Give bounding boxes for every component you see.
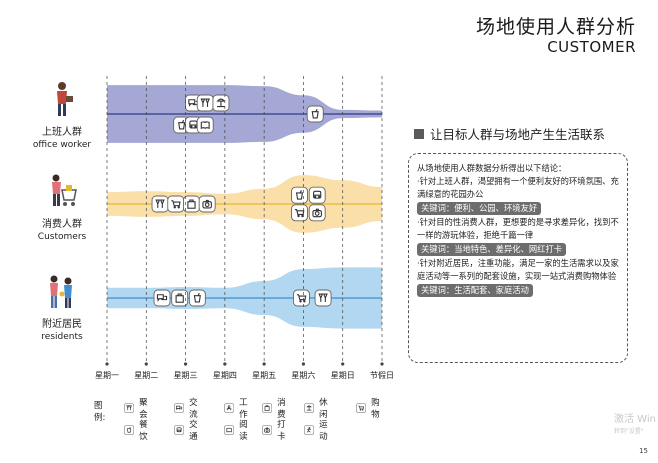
bus-icon xyxy=(308,186,326,204)
leisure-icon xyxy=(212,94,230,112)
legend-item-label: 交通 xyxy=(189,420,198,442)
chat-icon xyxy=(153,289,171,307)
keyword-tag-2: 关键词：当地特色、差异化、网红打卡 xyxy=(417,243,567,256)
section-title: 让目标人群与场地产生生活联系 xyxy=(430,127,606,142)
legend-item-label: 消费 xyxy=(277,398,286,420)
residents-figure-icon xyxy=(50,275,72,308)
section-heading: 让目标人群与场地产生生活联系 xyxy=(414,124,605,143)
notes-intro: 从场地使用人群数据分析得出以下结论： xyxy=(417,163,567,173)
legend-item-label: 运动 xyxy=(319,420,328,442)
day-tick xyxy=(183,362,188,366)
persona-customers: 消费人群 Customers xyxy=(20,172,104,244)
day-label: 星期六 xyxy=(291,370,315,380)
shopping-bag-icon xyxy=(171,289,189,307)
legend-item-label: 阅读 xyxy=(239,420,248,442)
legend-item: 消费 xyxy=(262,396,290,420)
day-label: 星期四 xyxy=(213,371,237,380)
persona-residents: 附近居民 residents xyxy=(20,272,104,344)
legend-label: 图例: xyxy=(94,401,106,423)
leisure-icon xyxy=(304,402,315,414)
day-tick xyxy=(223,362,227,366)
day-tick xyxy=(341,362,345,366)
persona-label-en: residents xyxy=(41,332,83,342)
bus-icon xyxy=(174,424,185,436)
camera-icon xyxy=(198,195,216,213)
cart-icon xyxy=(356,402,367,414)
day-label: 星期二 xyxy=(134,371,158,380)
legend-item-label: 打卡 xyxy=(277,420,286,442)
persona-label-cn: 附近居民 xyxy=(42,319,82,330)
legend-item-label: 工作 xyxy=(239,398,248,420)
legend-item: 购物 xyxy=(356,396,384,420)
notes-paragraph-1: ·针对上班人群，渴望拥有一个便利友好的环境氛围、充满绿意的花园办公 xyxy=(417,176,619,199)
legend-item: 打卡 xyxy=(262,418,290,442)
day-label: 星期日 xyxy=(331,371,355,380)
legend-item-label: 购物 xyxy=(371,398,380,420)
legend-item: 运动 xyxy=(304,418,332,442)
persona-label-en: office worker xyxy=(32,140,92,150)
legend-item: 交流 xyxy=(174,396,202,420)
party-icon xyxy=(124,402,135,414)
page-number: 15 xyxy=(639,447,648,455)
drink-icon xyxy=(124,424,135,436)
shopping-bag-icon xyxy=(183,195,200,213)
keyword-tag-1: 关键词：便利、公园、环境友好 xyxy=(417,202,542,215)
persona-office-worker: 上班人群 office worker xyxy=(20,80,104,152)
legend-item-label: 聚会 xyxy=(139,398,148,420)
day-tick xyxy=(105,362,109,366)
cart-icon xyxy=(291,204,308,222)
party-icon xyxy=(196,94,214,112)
party-icon xyxy=(314,289,332,307)
reading-icon xyxy=(224,424,235,436)
bullet-square-icon xyxy=(414,128,424,139)
drink-icon xyxy=(291,186,308,204)
legend-item-label: 交流 xyxy=(189,398,198,420)
customers-figure-icon xyxy=(52,174,77,206)
shopping-bag-icon xyxy=(262,402,273,414)
legend-item: 聚会 xyxy=(124,396,152,420)
day-tick xyxy=(262,362,266,366)
conclusion-box: 从场地使用人群数据分析得出以下结论： ·针对上班人群，渴望拥有一个便利友好的环境… xyxy=(408,153,628,363)
cart-icon xyxy=(293,289,310,307)
legend-item-label: 餐饮 xyxy=(139,420,148,442)
persona-label-cn: 上班人群 xyxy=(42,127,82,138)
legend-item: 交通 xyxy=(174,418,202,442)
chat-icon xyxy=(174,402,185,414)
party-icon xyxy=(151,195,169,213)
persona-label-cn: 消费人群 xyxy=(42,219,82,230)
day-tick xyxy=(380,362,384,366)
drink-icon xyxy=(188,289,206,307)
legend-item-label: 休闲 xyxy=(319,398,328,420)
notes-paragraph-3: ·针对附近居民，注重功能，满足一家的生活需求以及家庭活动等一系列的配套设施，实现… xyxy=(417,258,619,281)
sport-icon xyxy=(304,424,315,436)
camera-icon xyxy=(308,204,326,222)
camera-icon xyxy=(262,424,273,436)
day-label: 星期一 xyxy=(95,371,119,380)
legend-item: 餐饮 xyxy=(124,418,152,442)
work-icon xyxy=(224,402,235,414)
reading-icon xyxy=(196,116,214,134)
office-worker-figure-icon xyxy=(57,82,73,116)
day-label: 星期三 xyxy=(174,371,198,380)
day-tick xyxy=(144,362,148,366)
legend-item: 阅读 xyxy=(224,418,252,442)
legend-item: 工作 xyxy=(224,396,252,420)
cart-icon xyxy=(167,195,185,213)
page-subtitle: CUSTOMER xyxy=(547,38,636,56)
legend-item: 休闲 xyxy=(304,396,332,420)
crowd-usage-chart: 星期一 星期二 星期三 星期四 星期五 星期六 星期日 节假日 xyxy=(95,76,394,380)
day-label: 星期五 xyxy=(252,371,276,380)
persona-label-en: Customers xyxy=(37,232,87,242)
day-label: 节假日 xyxy=(370,371,394,380)
page-title: 场地使用人群分析 xyxy=(475,16,636,38)
notes-paragraph-2: ·针对目的性消费人群，更想要的是寻求差异化，找到不一样的游玩体验，拒绝千篇一律 xyxy=(417,217,619,240)
keyword-tag-3: 关键词：生活配套、家庭活动 xyxy=(417,284,533,297)
day-tick xyxy=(301,362,306,366)
watermark: 激活 Win 转到"设置" xyxy=(614,414,656,435)
drink-icon xyxy=(306,105,324,123)
